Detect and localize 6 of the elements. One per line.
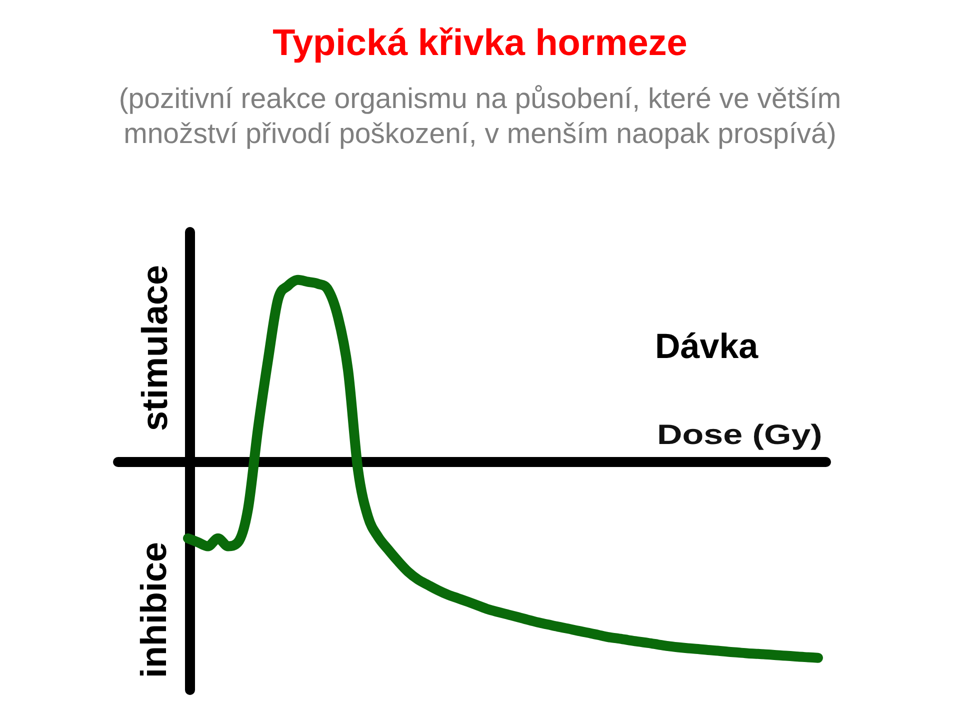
- annotation: Dávka: [655, 327, 758, 367]
- text: inhibice: [133, 542, 175, 678]
- chart-title: Typická křivka hormeze: [272, 22, 688, 64]
- text: stimulace: [134, 264, 176, 432]
- x-axis-title: Dose (Gy): [657, 419, 822, 451]
- chart-subtitle: (pozitivní reakce organismu na působení, které ve větším množství přivodí poškození, v menším naopak prospívá): [118, 82, 842, 152]
